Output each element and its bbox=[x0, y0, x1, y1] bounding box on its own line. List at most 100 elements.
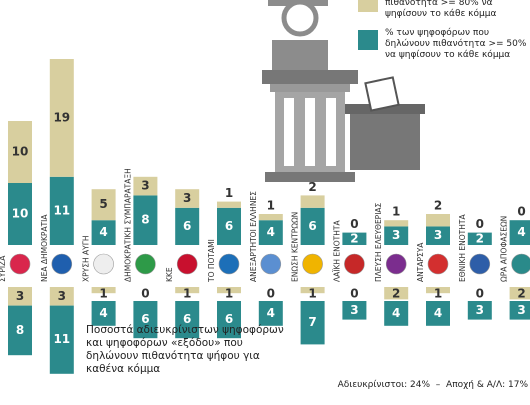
value-label: 3 bbox=[58, 289, 66, 303]
party-name: ΤΟ ΠΟΤΑΜΙ bbox=[207, 239, 216, 283]
value-label: 1 bbox=[308, 287, 316, 301]
bar bbox=[217, 201, 241, 208]
value-label: 3 bbox=[476, 303, 484, 317]
bar bbox=[258, 220, 283, 245]
bar bbox=[175, 301, 200, 339]
bar bbox=[384, 287, 409, 300]
party-name: ΝΕΑ ΔΗΜΟΚΡΑΤΙΑ bbox=[40, 214, 49, 282]
party-name: ΩΡΑ ΑΠΟΦΑΣΕΩΝ bbox=[500, 216, 509, 282]
value-label: 1 bbox=[183, 287, 191, 301]
value-label: 0 bbox=[350, 287, 358, 301]
value-label: 0 bbox=[517, 205, 525, 219]
party-name: ΚΚΕ bbox=[165, 267, 174, 282]
value-label: 19 bbox=[53, 110, 70, 124]
party-name: ΧΡΥΣΗ ΑΥΓΗ bbox=[82, 235, 91, 282]
value-label: 4 bbox=[517, 225, 525, 239]
value-label: 3 bbox=[16, 289, 24, 303]
value-label: 7 bbox=[308, 315, 316, 329]
value-label: 3 bbox=[183, 191, 191, 205]
bar bbox=[175, 287, 200, 294]
bar bbox=[384, 220, 409, 227]
value-label: 0 bbox=[350, 217, 358, 231]
value-label: 8 bbox=[16, 323, 24, 337]
bar bbox=[175, 189, 200, 208]
bar bbox=[91, 220, 116, 245]
value-label: 6 bbox=[183, 312, 191, 326]
bar bbox=[426, 214, 450, 227]
legend-label: πιθανότητα >= 80% να ψηφίσουν το κάθε κό… bbox=[385, 0, 497, 19]
bar bbox=[8, 183, 32, 245]
value-label: 4 bbox=[99, 225, 107, 239]
footnote: Αδιευκρίνιστοι: 24% bbox=[337, 380, 431, 390]
bar bbox=[217, 301, 241, 339]
bar bbox=[91, 301, 116, 326]
party-logo bbox=[385, 253, 407, 275]
value-label: 6 bbox=[225, 312, 233, 326]
party-logo bbox=[9, 253, 31, 275]
bar bbox=[467, 232, 492, 245]
bar bbox=[133, 176, 158, 196]
value-label: 2 bbox=[476, 231, 484, 245]
party-logo bbox=[51, 253, 73, 275]
value-label: 10 bbox=[12, 145, 29, 159]
value-label: 1 bbox=[225, 287, 233, 301]
bar bbox=[300, 287, 325, 294]
value-label: 6 bbox=[225, 219, 233, 233]
bar bbox=[384, 301, 409, 326]
bar bbox=[426, 226, 450, 245]
bar bbox=[49, 59, 74, 177]
value-label: 1 bbox=[392, 205, 400, 219]
value-label: 3 bbox=[141, 179, 149, 193]
bar bbox=[217, 287, 241, 294]
bar bbox=[509, 220, 530, 245]
value-label: 6 bbox=[308, 219, 316, 233]
bar bbox=[258, 301, 283, 326]
value-label: 3 bbox=[350, 303, 358, 317]
value-label: 3 bbox=[392, 228, 400, 242]
party-name: ΔΗΜΟΚΡΑΤΙΚΗ ΣΥΜΠΑΡΑΤΑΞΗ bbox=[123, 168, 132, 282]
bar bbox=[8, 305, 32, 356]
value-label: 5 bbox=[99, 197, 107, 211]
bar bbox=[300, 207, 325, 245]
party-name: ΑΝΕΞΑΡΤΗΤΟΙ ΕΛΛΗΝΕΣ bbox=[249, 191, 258, 282]
value-label: 4 bbox=[267, 306, 275, 320]
bar bbox=[509, 301, 530, 320]
value-label: 0 bbox=[141, 287, 149, 301]
value-label: 4 bbox=[99, 306, 107, 320]
bar bbox=[133, 301, 158, 339]
bar bbox=[384, 226, 409, 245]
value-label: 4 bbox=[392, 306, 400, 320]
value-label: 10 bbox=[12, 207, 29, 221]
value-label: 0 bbox=[476, 217, 484, 231]
value-label: 2 bbox=[434, 199, 442, 213]
value-label: 2 bbox=[308, 180, 316, 194]
value-label: 11 bbox=[53, 332, 70, 346]
value-label: 11 bbox=[53, 203, 70, 217]
party-logo bbox=[469, 253, 491, 275]
illustration bbox=[262, 0, 425, 182]
value-label: 6 bbox=[141, 312, 149, 326]
bar bbox=[426, 287, 450, 294]
value-label: 1 bbox=[267, 199, 275, 213]
footnotes: Αδιευκρίνιστοι: 24% – Αποχή & Α/Λ: 17% bbox=[337, 380, 528, 390]
value-label: 0 bbox=[476, 287, 484, 301]
value-label: 3 bbox=[434, 228, 442, 242]
bar bbox=[300, 195, 325, 208]
value-label: 1 bbox=[99, 287, 107, 301]
bar bbox=[509, 287, 530, 300]
legend-swatch bbox=[358, 0, 378, 12]
party-logo bbox=[176, 253, 198, 275]
value-label: 4 bbox=[434, 306, 442, 320]
party-name: ΣΥΡΙΖΑ bbox=[0, 255, 7, 282]
legend-swatch bbox=[358, 30, 378, 50]
bar bbox=[49, 176, 74, 245]
bar bbox=[426, 301, 450, 326]
value-label: 8 bbox=[141, 213, 149, 227]
bar bbox=[217, 207, 241, 245]
lower-note: Ποσοστά αδιευκρίνιστων ψηφοφόρων και ψηφ… bbox=[86, 324, 284, 375]
footnote: Αποχή & Α/Λ: 17% bbox=[446, 380, 528, 390]
value-label: 4 bbox=[267, 225, 275, 239]
party-logo bbox=[344, 253, 365, 275]
